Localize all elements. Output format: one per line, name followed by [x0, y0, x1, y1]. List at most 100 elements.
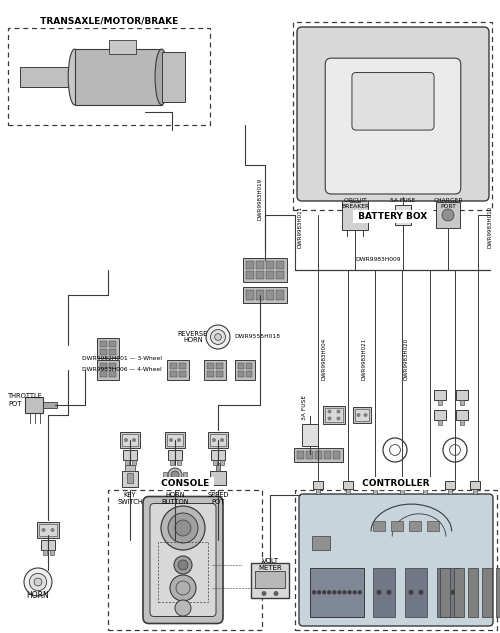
- Circle shape: [34, 578, 42, 586]
- Bar: [216, 371, 223, 377]
- Bar: [302, 424, 318, 446]
- Bar: [440, 568, 450, 617]
- Bar: [246, 363, 252, 369]
- Bar: [109, 349, 116, 355]
- Bar: [122, 471, 138, 487]
- Bar: [445, 481, 455, 489]
- Bar: [100, 363, 107, 369]
- Bar: [42, 550, 46, 555]
- Bar: [243, 287, 287, 303]
- Bar: [294, 448, 343, 462]
- Bar: [179, 363, 186, 369]
- Bar: [266, 271, 274, 279]
- Bar: [353, 407, 371, 423]
- Bar: [346, 489, 350, 494]
- Bar: [313, 481, 323, 489]
- Text: CONSOLE: CONSOLE: [158, 479, 212, 488]
- Bar: [434, 390, 446, 400]
- Bar: [256, 290, 264, 300]
- Text: DWR9555H018: DWR9555H018: [234, 334, 280, 339]
- Text: DWR9983H004: DWR9983H004: [322, 338, 327, 380]
- Bar: [373, 489, 377, 494]
- Bar: [420, 481, 430, 489]
- Bar: [100, 341, 107, 347]
- Bar: [176, 460, 180, 465]
- Bar: [124, 460, 128, 465]
- Bar: [216, 463, 220, 471]
- Bar: [170, 460, 173, 465]
- Circle shape: [42, 528, 46, 532]
- FancyBboxPatch shape: [150, 503, 216, 617]
- Bar: [296, 451, 304, 459]
- Bar: [438, 420, 442, 425]
- Circle shape: [317, 590, 322, 594]
- Circle shape: [327, 590, 332, 594]
- Bar: [391, 522, 403, 531]
- Bar: [170, 363, 177, 369]
- Bar: [427, 522, 439, 531]
- Bar: [246, 290, 254, 300]
- Circle shape: [336, 417, 340, 420]
- Text: HORN
BUTTON: HORN BUTTON: [161, 492, 189, 505]
- Circle shape: [161, 506, 205, 550]
- Circle shape: [168, 513, 198, 543]
- Text: KEY
SWITCH: KEY SWITCH: [117, 492, 143, 505]
- Bar: [74, 49, 162, 105]
- Text: TRANSAXLE/MOTOR/BRAKE: TRANSAXLE/MOTOR/BRAKE: [37, 17, 181, 26]
- Bar: [266, 261, 274, 269]
- Bar: [50, 550, 54, 555]
- Bar: [123, 450, 137, 460]
- Bar: [316, 489, 320, 494]
- Bar: [179, 371, 186, 377]
- Bar: [312, 536, 330, 549]
- Circle shape: [214, 334, 222, 341]
- Bar: [216, 363, 223, 369]
- Bar: [204, 360, 226, 380]
- Text: DWR9983H020: DWR9983H020: [403, 338, 408, 380]
- Circle shape: [178, 560, 188, 570]
- Bar: [400, 489, 404, 494]
- Bar: [168, 450, 182, 460]
- Bar: [436, 202, 460, 228]
- Bar: [127, 473, 133, 483]
- Bar: [314, 451, 322, 459]
- Text: DWR9983H011: DWR9983H011: [298, 206, 303, 248]
- Circle shape: [376, 590, 382, 595]
- Bar: [276, 261, 284, 269]
- Bar: [448, 489, 452, 494]
- Bar: [293, 22, 492, 210]
- Circle shape: [442, 209, 454, 221]
- Bar: [246, 261, 254, 269]
- Bar: [276, 290, 284, 300]
- Circle shape: [356, 413, 360, 417]
- Text: 5A FUSE: 5A FUSE: [390, 198, 415, 203]
- Text: BATTERY BOX: BATTERY BOX: [355, 212, 430, 221]
- Bar: [100, 349, 107, 355]
- Bar: [460, 420, 464, 425]
- Circle shape: [352, 590, 357, 594]
- Bar: [170, 371, 177, 377]
- Circle shape: [348, 590, 352, 594]
- Bar: [167, 434, 183, 446]
- Bar: [325, 408, 343, 422]
- Text: VOLT
METER: VOLT METER: [258, 558, 282, 571]
- Circle shape: [124, 438, 128, 442]
- Text: CHARGER
PORT: CHARGER PORT: [433, 198, 463, 209]
- Circle shape: [50, 528, 54, 532]
- Bar: [355, 409, 369, 421]
- Bar: [397, 481, 407, 489]
- Circle shape: [220, 438, 224, 442]
- Bar: [456, 390, 468, 400]
- Bar: [211, 450, 225, 460]
- Bar: [212, 460, 216, 465]
- Bar: [183, 472, 187, 478]
- Bar: [39, 524, 57, 536]
- Bar: [163, 472, 167, 478]
- Bar: [438, 400, 442, 405]
- Circle shape: [132, 438, 136, 442]
- Circle shape: [24, 568, 52, 596]
- Bar: [246, 371, 252, 377]
- Bar: [470, 481, 480, 489]
- FancyBboxPatch shape: [143, 496, 223, 624]
- Circle shape: [175, 600, 191, 616]
